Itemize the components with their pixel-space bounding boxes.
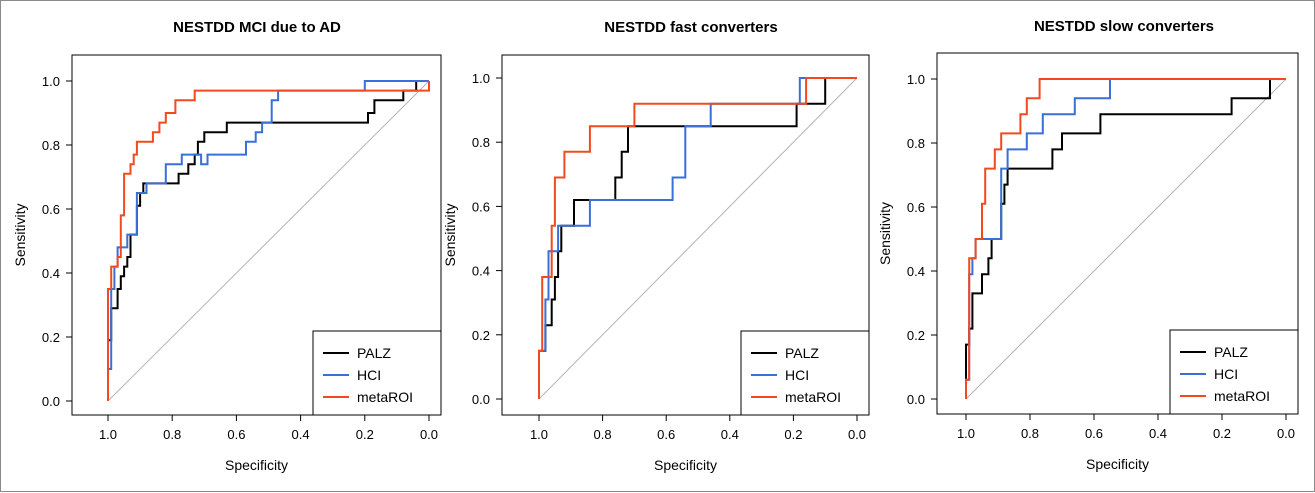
x-tick-label: 1.0 [957,426,975,441]
y-tick-label: 0.6 [907,200,925,215]
x-axis-label: Specificity [1086,456,1149,472]
legend-label: PALZ [357,345,391,361]
series-line-metaroi [107,81,430,401]
legend-label: HCI [357,367,381,383]
plot-frame [71,54,442,416]
x-tick-label: 0.0 [420,427,438,442]
y-tick-label: 0.6 [42,202,60,217]
y-axis-label: Sensitivity [877,202,893,265]
x-tick-label: 0.4 [1149,426,1167,441]
chart-panel-1: NESTDD MCI due to AD 1.0 0.8 0.6 0.4 0.2 0.0 0.… [12,19,442,473]
legend-box [1169,329,1299,415]
y-tick-label: 0.4 [472,264,490,279]
chart-title: NESTDD slow converters [1034,18,1214,35]
legend: PALZ HCI metaROI [312,330,442,416]
x-tick-label: 0.8 [594,427,612,442]
x-tick-label: 0.2 [356,427,374,442]
series-line-metaroi [965,78,1286,399]
x-tick-label: 1.0 [99,427,117,442]
y-axis-label: Sensitivity [12,203,28,266]
x-tick-label: 0.8 [1021,426,1039,441]
x-tick-label: 0.0 [848,427,866,442]
reference-diagonal [965,78,1287,400]
x-tick-label: 0.6 [657,427,675,442]
y-axis-label: Sensitivity [442,203,458,266]
x-tick-label: 0.2 [784,427,802,442]
legend-label: HCI [785,367,809,383]
legend-box [312,330,442,416]
legend: PALZ HCI metaROI [1169,329,1299,415]
y-tick-label: 1.0 [472,71,490,86]
reference-diagonal [107,80,430,402]
y-tick-label: 0.0 [42,394,60,409]
legend-label: PALZ [785,345,819,361]
x-axis-label: Specificity [225,457,288,473]
y-tick-label: 0.6 [472,199,490,214]
y-tick-label: 1.0 [42,74,60,89]
legend-box [740,330,870,416]
legend-label: metaROI [357,389,413,405]
x-tick-label: 0.2 [1213,426,1231,441]
chart-panel-3: NESTDD slow converters 1.0 0.8 0.6 0.4 0.2 0.0… [877,18,1299,472]
series-line-hci [965,78,1286,399]
x-tick-label: 1.0 [530,427,548,442]
y-tick-label: 0.2 [907,328,925,343]
y-tick-label: 1.0 [907,72,925,87]
reference-diagonal [538,77,858,400]
series-line-palz [965,78,1286,399]
x-tick-label: 0.4 [721,427,739,442]
legend-label: PALZ [1214,344,1248,360]
series-line-metaroi [538,77,857,399]
legend-label: HCI [1214,366,1238,382]
y-tick-label: 0.8 [42,138,60,153]
plot-frame [501,54,870,416]
legend-label: metaROI [1214,388,1270,404]
chart-title: NESTDD MCI due to AD [173,19,341,36]
y-tick-label: 0.2 [472,328,490,343]
x-axis-label: Specificity [654,457,717,473]
plot-frame [936,52,1299,415]
y-tick-label: 0.8 [472,135,490,150]
y-tick-label: 0.8 [907,136,925,151]
legend: PALZ HCI metaROI [740,330,870,416]
y-tick-label: 0.0 [907,392,925,407]
x-tick-label: 0.8 [163,427,181,442]
x-tick-label: 0.6 [227,427,245,442]
x-tick-label: 0.0 [1277,426,1295,441]
x-tick-label: 0.6 [1085,426,1103,441]
chart-panel-2: NESTDD fast converters 1.0 0.8 0.6 0.4 0.2 0.0… [442,19,870,473]
legend-label: metaROI [785,389,841,405]
y-tick-label: 0.2 [42,330,60,345]
y-tick-label: 0.4 [42,266,60,281]
x-tick-label: 0.4 [292,427,310,442]
y-tick-label: 0.0 [472,392,490,407]
chart-title: NESTDD fast converters [604,19,777,36]
y-tick-label: 0.4 [907,264,925,279]
